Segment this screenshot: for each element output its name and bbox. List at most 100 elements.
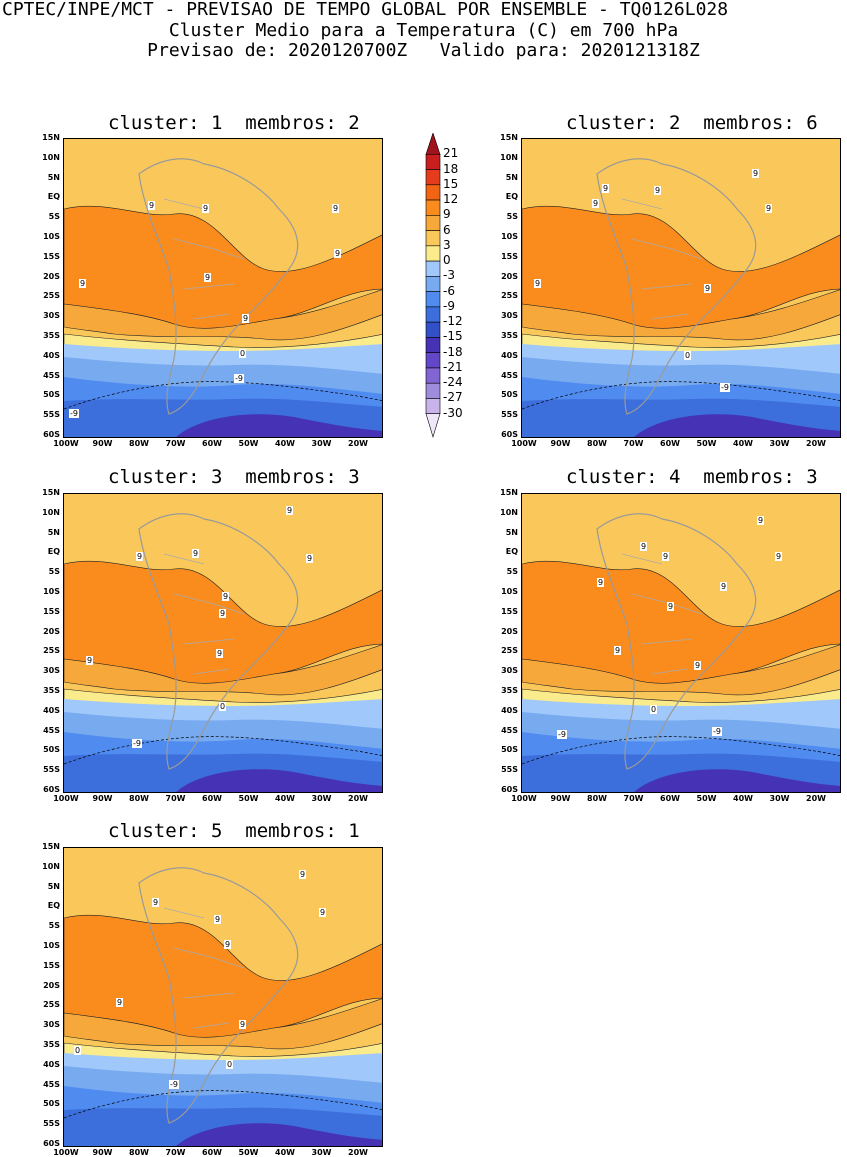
colorbar-label: -12	[443, 314, 463, 329]
lat-label: 30S	[501, 666, 518, 676]
contour-label: 9	[752, 169, 760, 178]
lon-label: 70W	[623, 439, 644, 448]
header-dates: Previsao de: 2020120700Z Valido para: 20…	[147, 40, 700, 61]
contour-label: -9	[557, 730, 567, 739]
contour-label: -9	[169, 1080, 179, 1089]
lat-label: 20S	[43, 980, 60, 990]
contour-label: 9	[202, 204, 210, 213]
lat-label: 40S	[43, 1059, 60, 1069]
colorbar-label: 6	[443, 222, 451, 237]
colorbar-label: -3	[443, 268, 455, 283]
lat-label: 50S	[501, 390, 518, 400]
lat-label: 5S	[48, 921, 60, 931]
lat-label: 55S	[43, 765, 60, 775]
lon-label: 60W	[660, 794, 680, 803]
lat-label: 45S	[43, 370, 60, 380]
lon-label: 90W	[550, 794, 571, 803]
lat-label: 50S	[43, 745, 60, 755]
lat-label: 45S	[43, 725, 60, 735]
lat-label: 15N	[42, 133, 60, 142]
lat-label: 60S	[43, 785, 60, 794]
lat-label: 30S	[43, 311, 60, 321]
lat-label: 45S	[501, 725, 518, 735]
lat-label: 5N	[505, 172, 518, 182]
contour-label: 9	[662, 552, 670, 561]
lat-label: 60S	[43, 430, 60, 439]
lon-label: 50W	[238, 1148, 259, 1157]
colorbar-label: -27	[443, 390, 463, 405]
contour-label: 9	[299, 870, 307, 879]
lon-label: 90W	[550, 439, 571, 448]
lat-label: 10N	[42, 507, 60, 517]
colorbar-label: -18	[443, 344, 463, 359]
lat-label: 45S	[501, 370, 518, 380]
lon-label: 60W	[660, 439, 680, 448]
lat-label: 20S	[501, 271, 518, 281]
colorbar-label: -21	[443, 359, 463, 374]
lat-label: EQ	[47, 547, 60, 557]
lat-label: EQ	[47, 192, 60, 202]
colorbar-swatch	[425, 321, 441, 338]
contour-label: 0	[239, 349, 247, 358]
lat-label: 25S	[43, 1000, 60, 1010]
contour-label: 9	[694, 661, 702, 670]
colorbar-label: -9	[443, 298, 455, 313]
contour-label: 9	[319, 908, 327, 917]
lon-label: 30W	[769, 439, 790, 448]
temperature-band	[64, 289, 382, 341]
temperature-band	[634, 769, 840, 792]
lat-label: 35S	[43, 1040, 60, 1049]
lon-label: 60W	[202, 1148, 222, 1157]
lat-label: 15N	[500, 133, 518, 142]
contour-label: 9	[334, 249, 342, 258]
contour-minus9	[64, 1090, 382, 1119]
south-america-coastline	[138, 158, 299, 415]
contour-label: 0	[684, 351, 692, 360]
lat-label: 35S	[43, 686, 60, 695]
lat-label: 30S	[43, 666, 60, 676]
map-panel-5: 9 9 9 9 9 9 9 0 0 -9	[63, 847, 383, 1147]
colorbar-swatch	[425, 367, 441, 384]
lon-label: 80W	[587, 794, 607, 803]
lat-label: 35S	[501, 331, 518, 340]
lat-label: 15S	[501, 251, 518, 261]
lat-label: 15N	[42, 842, 60, 851]
lat-label: 15N	[500, 488, 518, 497]
lat-label: 60S	[501, 785, 518, 794]
temperature-band	[64, 644, 382, 696]
lon-label: 20W	[348, 794, 368, 803]
contour-label: 9	[765, 204, 773, 213]
lat-label: 40S	[501, 350, 518, 360]
lon-label: 30W	[311, 439, 332, 448]
lon-label: 70W	[165, 439, 186, 448]
lon-label: 70W	[165, 1148, 186, 1157]
contour-label: 9	[640, 542, 648, 551]
lat-label: 10N	[500, 152, 518, 162]
colorbar-swatch	[425, 337, 441, 353]
lat-label: 25S	[43, 646, 60, 656]
lon-label: 80W	[129, 794, 149, 803]
lon-label: 40W	[733, 794, 753, 803]
contour-label: 9	[592, 199, 600, 208]
lat-label: 55S	[501, 765, 518, 775]
contour-label: 9	[720, 582, 728, 591]
lat-label: 10S	[43, 941, 60, 950]
lon-label: 30W	[769, 794, 790, 803]
contour-label: 9	[116, 998, 124, 1007]
contour-label: 9	[79, 279, 87, 288]
header-title: CPTEC/INPE/MCT - PREVISAO DE TEMPO GLOBA…	[2, 0, 729, 20]
lat-label: 50S	[501, 745, 518, 755]
colorbar-label: -6	[443, 283, 455, 298]
colorbar-swatch	[425, 245, 441, 262]
lon-label: 40W	[275, 794, 295, 803]
contour-label: -9	[234, 374, 244, 383]
temperature-field	[64, 139, 382, 437]
colorbar-label: 9	[443, 207, 451, 222]
contour-label: 0	[226, 1060, 234, 1069]
contour-label: 9	[222, 592, 230, 601]
colorbar-label: -24	[443, 375, 463, 390]
lon-label: 100W	[53, 794, 79, 803]
lat-label: 10N	[42, 152, 60, 162]
contour-label: 9	[306, 554, 314, 563]
lat-label: 10N	[42, 861, 60, 871]
